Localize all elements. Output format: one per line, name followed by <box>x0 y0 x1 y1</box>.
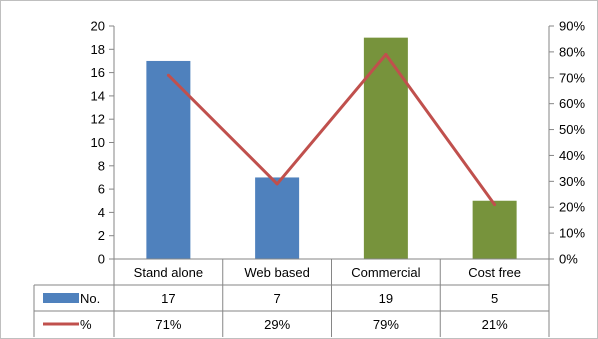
left-axis-tick-label: 10 <box>91 135 105 150</box>
table-cell-count: 5 <box>491 291 498 306</box>
legend-label: No. <box>80 291 100 306</box>
right-axis-tick-label: 40% <box>559 148 585 163</box>
right-axis-tick-label: 20% <box>559 200 585 215</box>
left-axis-tick-label: 12 <box>91 112 105 127</box>
legend-label: % <box>80 317 92 332</box>
left-axis-tick-label: 2 <box>98 228 105 243</box>
table-cell-percent: 21% <box>482 317 508 332</box>
table-cell-percent: 79% <box>373 317 399 332</box>
category-label: Cost free <box>468 265 521 280</box>
right-axis-tick-label: 50% <box>559 122 585 137</box>
left-axis-tick-label: 20 <box>91 19 105 34</box>
left-axis-tick-label: 8 <box>98 158 105 173</box>
category-label: Stand alone <box>134 265 203 280</box>
left-axis-tick-label: 0 <box>98 252 105 267</box>
percent-point <box>493 203 497 207</box>
left-axis-tick-label: 6 <box>98 182 105 197</box>
right-axis-tick-label: 30% <box>559 174 585 189</box>
right-axis-tick-label: 10% <box>559 226 585 241</box>
right-axis-tick-label: 0% <box>559 252 578 267</box>
right-axis-tick-label: 90% <box>559 19 585 34</box>
bar-cost-free <box>472 200 517 259</box>
table-cell-count: 7 <box>274 291 281 306</box>
category-label: Web based <box>244 265 310 280</box>
table-cell-count: 19 <box>379 291 393 306</box>
percent-point <box>384 52 388 56</box>
right-axis-tick-label: 70% <box>559 70 585 85</box>
right-axis-tick-label: 80% <box>559 44 585 59</box>
left-axis-tick-label: 4 <box>98 205 105 220</box>
bar-stand-alone <box>146 60 191 260</box>
category-label: Commercial <box>351 265 420 280</box>
left-axis-tick-label: 16 <box>91 65 105 80</box>
percent-point <box>275 182 279 186</box>
legend-key-bars <box>43 293 79 303</box>
table-cell-count: 17 <box>161 291 175 306</box>
table-cell-percent: 71% <box>155 317 181 332</box>
percent-point <box>166 73 170 77</box>
left-axis-tick-label: 18 <box>91 42 105 57</box>
table-cell-percent: 29% <box>264 317 290 332</box>
right-axis-tick-label: 60% <box>559 96 585 111</box>
bar-web-based <box>255 177 300 259</box>
left-axis-tick-label: 14 <box>91 88 105 103</box>
percent-line <box>167 52 496 206</box>
